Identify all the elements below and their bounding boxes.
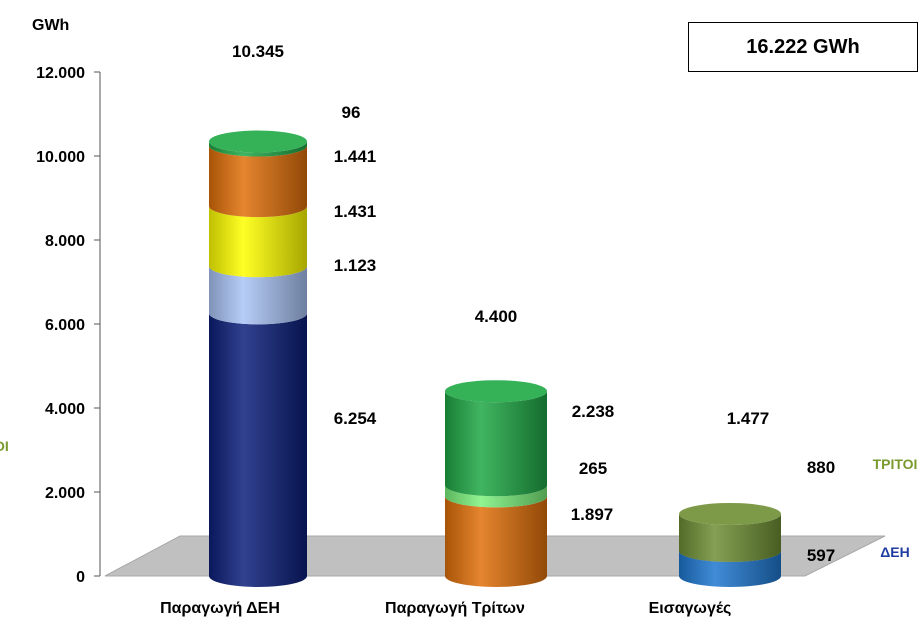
y-tick-label: 0 <box>76 569 85 586</box>
category-label: Παραγωγή Τρίτων <box>385 600 525 617</box>
y-tick-label: 12.000 <box>36 65 85 82</box>
segment-value-label: 2.238 <box>572 402 615 421</box>
y-tick-label: 10.000 <box>36 149 85 166</box>
y-tick-label: 8.000 <box>45 233 85 250</box>
bar-top-cap <box>445 380 547 402</box>
segment-value-label: 1.441 <box>334 147 377 166</box>
bar-segment <box>209 313 307 587</box>
bars <box>209 131 781 587</box>
segment-value-label: 880 <box>807 458 835 477</box>
bar-top-cap <box>209 131 307 153</box>
segment-value-label: 265 <box>579 459 607 478</box>
y-axis: 0 2.000 4.000 6.000 8.000 10.000 12.000 GWh <box>32 17 100 586</box>
left-edge-label: OI <box>0 438 9 454</box>
bar-segment <box>445 391 547 496</box>
y-tick-label: 2.000 <box>45 485 85 502</box>
y-tick-label: 6.000 <box>45 317 85 334</box>
bar-top-cap <box>679 503 781 525</box>
segment-value-label: 597 <box>807 546 835 565</box>
y-axis-title: GWh <box>32 17 69 34</box>
stack-total-label: 4.400 <box>475 307 518 326</box>
y-tick-label: 4.000 <box>45 401 85 418</box>
bar-segment <box>445 496 547 587</box>
stack-total-label: 1.477 <box>727 409 770 428</box>
series-name-label: ΤΡΙΤΟΙ <box>873 456 918 472</box>
segment-value-label: 1.431 <box>334 202 377 221</box>
stack-total-label: 10.345 <box>232 42 284 61</box>
segment-value-label: 1.897 <box>571 505 614 524</box>
category-label: Παραγωγή ΔΕΗ <box>160 600 280 617</box>
grand-total-value: 16.222 GWh <box>746 36 859 59</box>
category-label: Εισαγωγές <box>649 600 732 617</box>
segment-value-label: 6.254 <box>334 409 377 428</box>
grand-total-box: 16.222 GWh <box>688 22 918 72</box>
segment-value-label: 96 <box>342 103 361 122</box>
series-name-label: ΔΕΗ <box>880 544 910 560</box>
segment-value-label: 1.123 <box>334 256 377 275</box>
